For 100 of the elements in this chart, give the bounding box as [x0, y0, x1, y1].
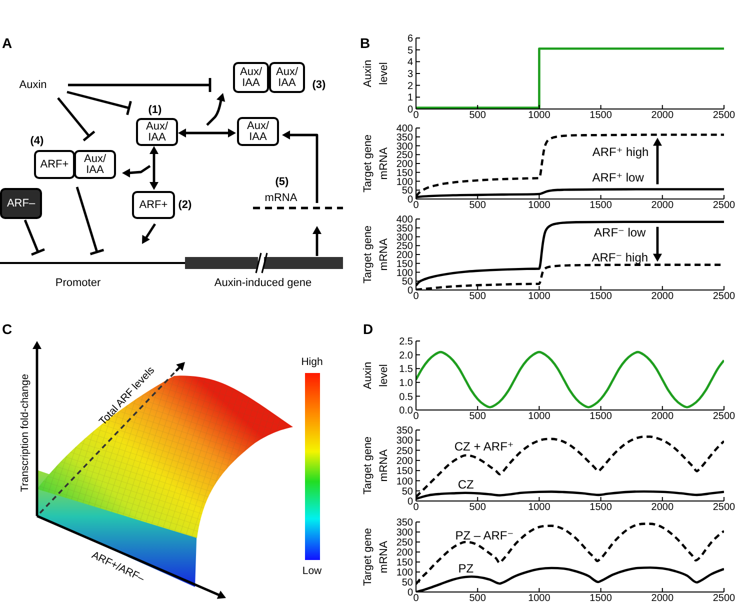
y-tick-label: 300	[396, 528, 414, 539]
y-tick-label: 300	[396, 232, 414, 244]
y-tick-label: 50	[402, 276, 414, 288]
y-tick-label: 3	[407, 69, 414, 80]
text: (1)	[148, 104, 162, 116]
y-tick-label: 100	[396, 476, 414, 488]
x-tick-label: 2000	[651, 411, 674, 422]
x-tick-label: 1000	[528, 411, 551, 422]
text: Promoter	[55, 277, 101, 289]
text: Transcription fold-change	[19, 374, 31, 492]
x-tick-label: 1000	[528, 200, 551, 212]
y-axis-title: Target gene mRNA	[362, 436, 390, 495]
y-tick-label: 50	[402, 186, 414, 197]
y-tick-label: 2	[407, 80, 414, 92]
x-tick-label: 500	[469, 502, 486, 514]
x-tick-label: 2000	[651, 502, 674, 514]
text: mRNA	[264, 192, 298, 204]
annotation: PZ – ARF⁻	[455, 528, 514, 542]
text: C	[2, 321, 12, 337]
y-axis-title: Target gene mRNA	[362, 528, 390, 586]
y-tick-label: 1	[407, 92, 414, 104]
y-tick-label: 100	[396, 176, 414, 188]
annotation: ARF⁻ high	[592, 250, 648, 264]
chart-title: D	[363, 321, 374, 337]
x-tick-label: 500	[469, 110, 486, 122]
x-tick-label: 2500	[712, 593, 736, 604]
text: High	[301, 356, 323, 368]
x-tick-label: 1000	[528, 502, 551, 514]
annotation: ARF⁻ low	[594, 225, 646, 240]
y-tick-label: 100	[396, 568, 414, 579]
y-axis-title: Target gene mRNA	[362, 134, 390, 193]
annotation: ARF⁺ low	[592, 170, 644, 184]
y-tick-label: 300	[396, 436, 414, 447]
y-tick-label: 1.0	[399, 378, 414, 389]
y-tick-label: 100	[396, 268, 414, 279]
y-axis-title: Auxin level	[362, 362, 390, 390]
x-tick-label: 1000	[528, 593, 551, 604]
x-tick-label: 1500	[590, 411, 612, 422]
x-tick-label: 2000	[651, 291, 674, 302]
text: Aux/ IAA	[240, 66, 263, 89]
annotation: CZ + ARF⁺	[454, 440, 514, 454]
y-tick-label: 6	[407, 34, 414, 45]
y-tick-label: 200	[396, 250, 414, 262]
y-tick-label: 150	[396, 558, 414, 569]
x-tick-label: 2500	[712, 200, 736, 212]
text: Aux/ IAA	[276, 66, 299, 89]
x-tick-label: 1500	[590, 593, 612, 604]
text: (3)	[312, 79, 326, 91]
text: Aux/ IAA	[146, 120, 169, 144]
y-tick-label: 4	[407, 57, 414, 68]
y-tick-label: 200	[396, 159, 414, 170]
x-tick-label: 1500	[590, 291, 612, 302]
text: Auxin	[19, 79, 47, 91]
y-tick-label: 0.5	[399, 392, 414, 403]
line-series	[416, 220, 724, 287]
x-tick-label: 500	[469, 411, 486, 422]
y-tick-label: 50	[402, 486, 414, 498]
annotation: PZ	[458, 562, 474, 576]
x-tick-label: 500	[469, 593, 486, 604]
y-tick-label: 350	[396, 223, 414, 234]
y-tick-label: 250	[396, 446, 414, 457]
y-tick-label: 150	[396, 258, 414, 270]
text: (2)	[178, 199, 192, 211]
text: ARF+	[40, 158, 69, 170]
y-tick-label: 2.5	[399, 336, 414, 348]
y-tick-label: 200	[396, 548, 414, 559]
y-tick-label: 350	[396, 426, 414, 437]
x-tick-label: 2500	[712, 110, 736, 122]
annotation: CZ	[458, 478, 474, 492]
y-tick-label: 50	[402, 578, 414, 589]
text: Aux/ IAA	[84, 153, 107, 176]
x-tick-label: 1000	[528, 291, 551, 302]
y-tick-label: 300	[396, 141, 414, 152]
y-tick-label: 250	[396, 150, 414, 162]
x-tick-label: 500	[469, 200, 486, 212]
y-axis-title: Target gene mRNA	[362, 225, 390, 284]
text: ARF–	[6, 198, 36, 210]
text: Low	[302, 565, 322, 577]
text: Auxin-induced gene	[214, 277, 312, 289]
annotation: ARF⁺ high	[592, 144, 649, 159]
y-tick-label: 0.0	[399, 406, 414, 417]
y-tick-label: 350	[396, 518, 414, 529]
chart-title: B	[360, 35, 370, 51]
x-tick-label: 2500	[712, 502, 736, 514]
y-tick-label: 5	[407, 45, 414, 56]
y-tick-label: 350	[396, 132, 414, 144]
x-tick-label: 2000	[651, 593, 674, 604]
y-tick-label: 150	[396, 466, 414, 478]
text: Aux/ IAA	[246, 120, 270, 143]
text: (4)	[30, 135, 44, 147]
y-tick-label: 2.0	[399, 350, 414, 362]
x-tick-label: 2000	[651, 110, 674, 122]
x-tick-label: 1500	[590, 200, 612, 212]
x-tick-label: 1500	[590, 110, 612, 122]
x-tick-label: 2500	[712, 291, 736, 302]
x-tick-label: 500	[469, 291, 486, 302]
y-tick-label: 250	[396, 538, 414, 549]
text: A	[2, 35, 12, 51]
y-tick-label: 150	[396, 168, 414, 179]
y-tick-label: 400	[396, 124, 414, 135]
